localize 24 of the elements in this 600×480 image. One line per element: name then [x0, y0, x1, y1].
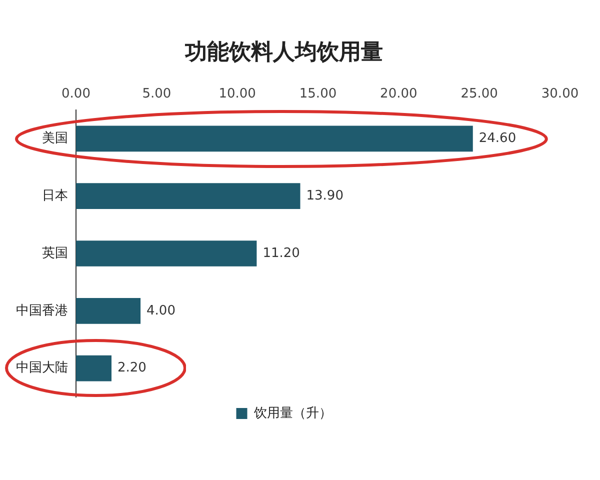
- chart-title: 功能饮料人均饮用量: [184, 40, 383, 65]
- bar: [76, 183, 300, 210]
- bar: [76, 240, 257, 266]
- x-tick-label: 5.00: [142, 86, 172, 102]
- y-tick-label: 中国香港: [16, 303, 68, 318]
- data-label: 11.20: [262, 246, 300, 261]
- bar: [76, 355, 112, 382]
- x-tick-label: 30.00: [541, 86, 579, 102]
- x-tick-label: 25.00: [460, 86, 498, 102]
- bar: [76, 298, 141, 324]
- x-tick-label: 20.00: [380, 86, 418, 102]
- data-label: 13.90: [306, 188, 344, 204]
- y-tick-label: 美国: [42, 130, 68, 146]
- x-tick-label: 15.00: [299, 86, 337, 102]
- legend-label: 饮用量（升）: [252, 406, 332, 421]
- data-label: 2.20: [117, 360, 146, 376]
- data-label: 24.60: [478, 131, 516, 146]
- data-label: 4.00: [146, 303, 176, 318]
- y-tick-label: 中国大陆: [16, 360, 68, 376]
- x-tick-label: 10.00: [218, 86, 256, 102]
- y-tick-label: 日本: [42, 188, 68, 204]
- bar: [76, 126, 473, 152]
- x-tick-label: 0.00: [62, 86, 90, 102]
- y-tick-label: 英国: [42, 246, 68, 261]
